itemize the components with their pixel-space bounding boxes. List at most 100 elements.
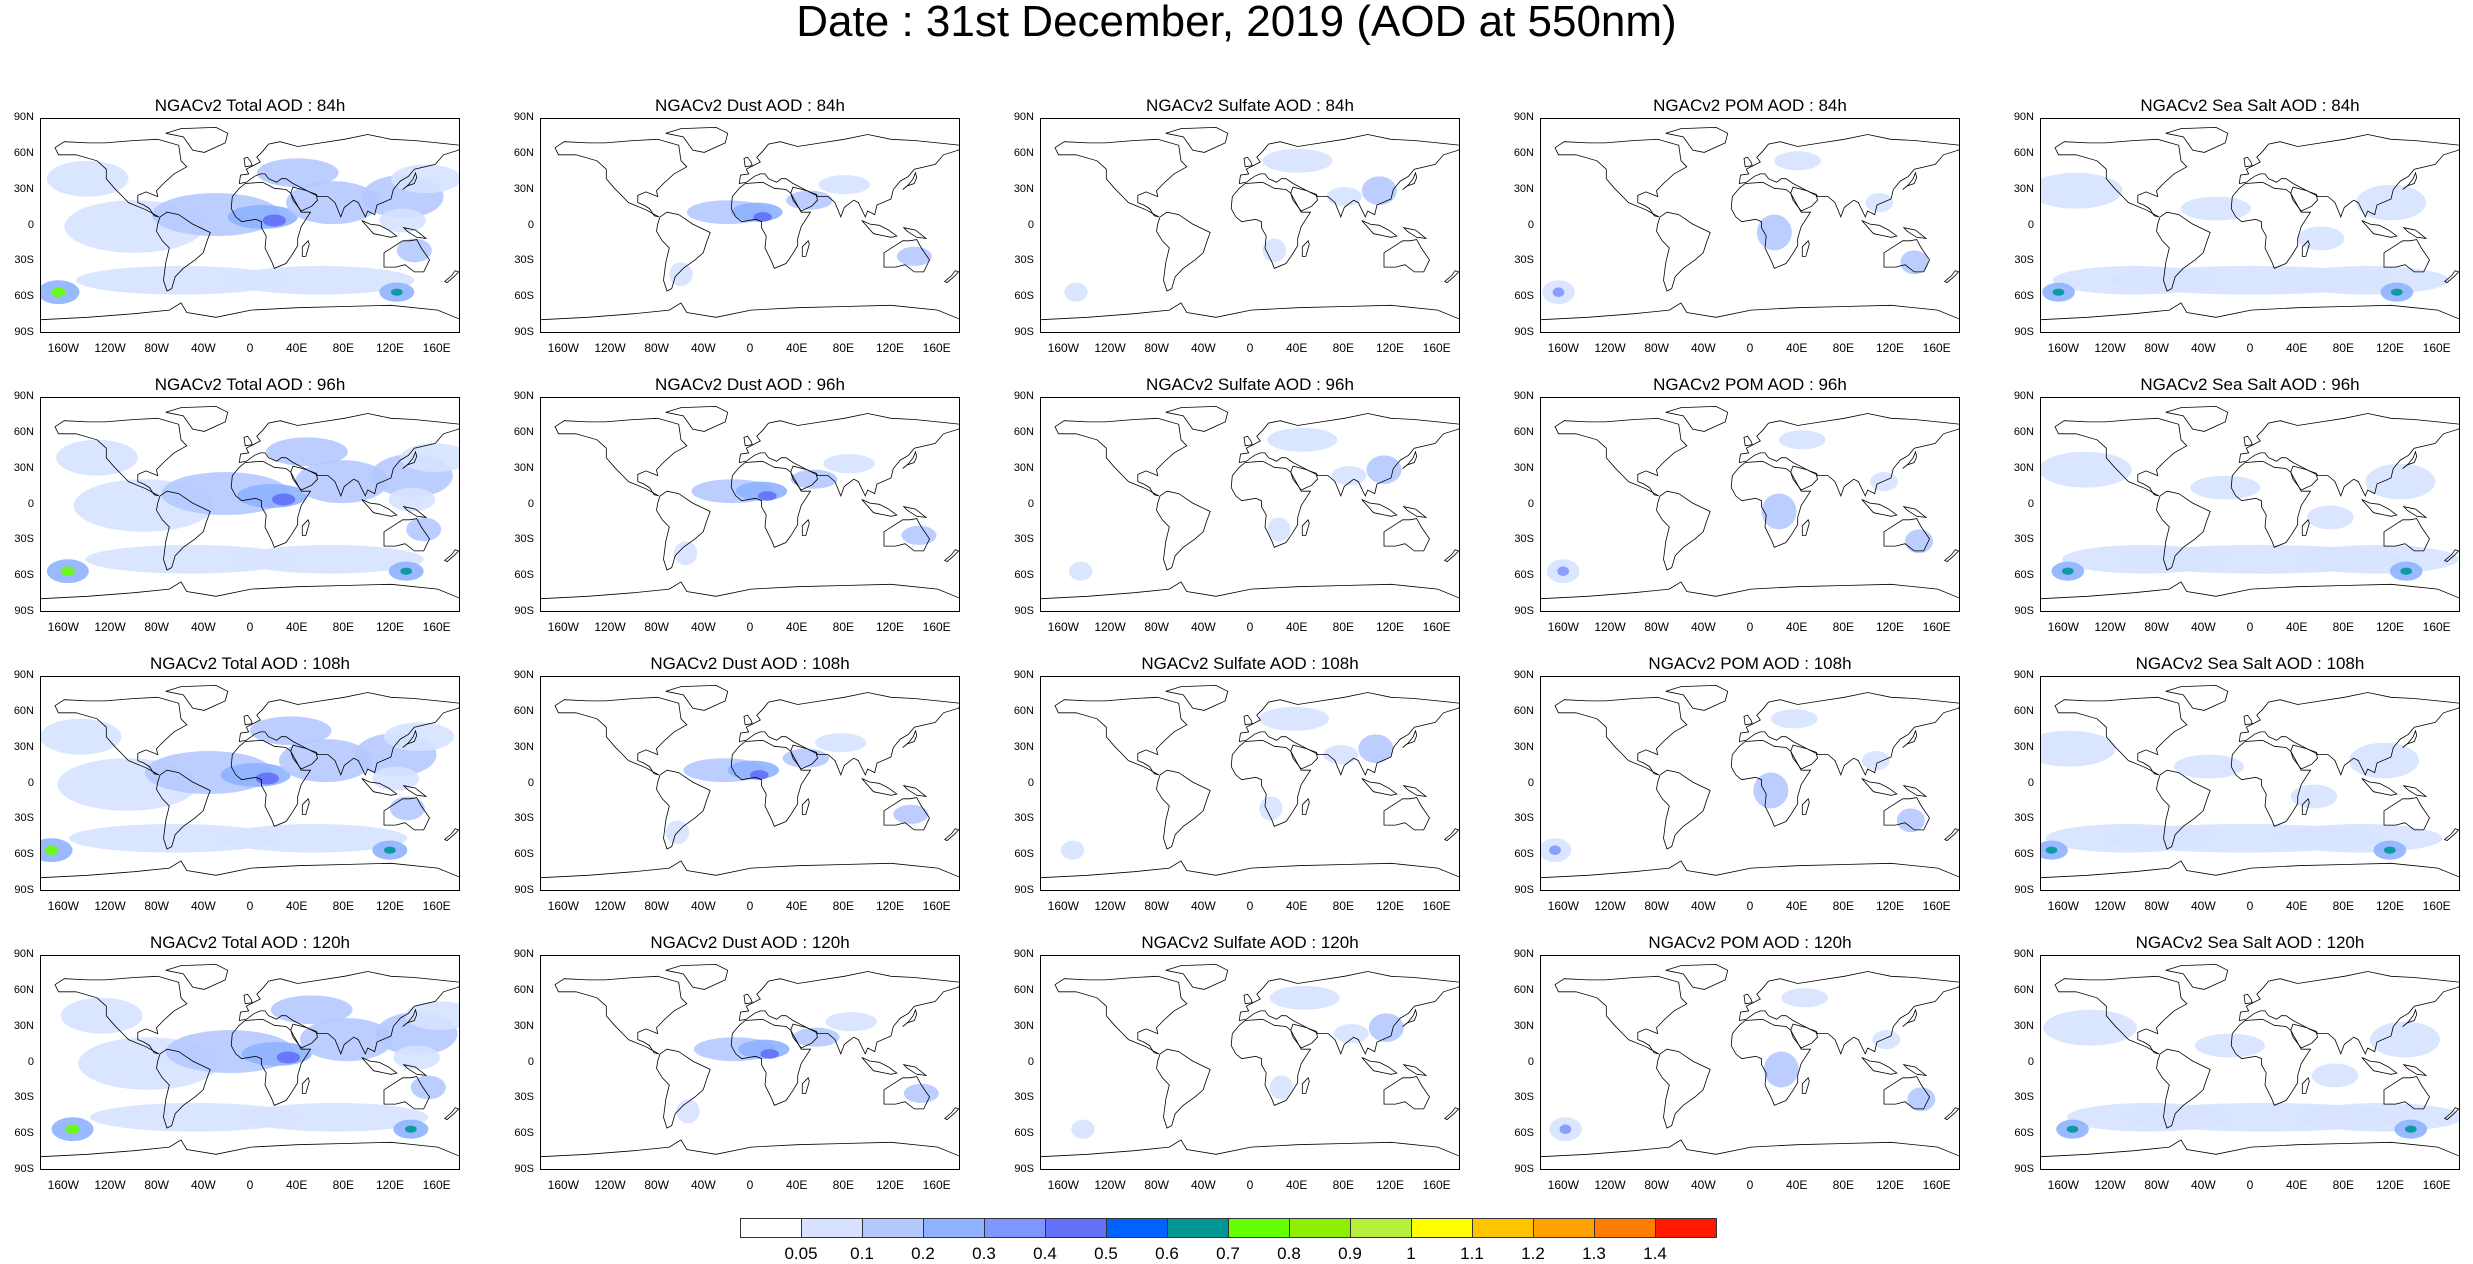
aod-contour bbox=[2062, 567, 2074, 575]
aod-contour bbox=[2279, 823, 2443, 853]
coastline-nz bbox=[2443, 270, 2459, 284]
aod-contour bbox=[749, 770, 769, 780]
aod-contour bbox=[46, 160, 129, 197]
lat-tick-label: 90N bbox=[13, 111, 34, 123]
aod-contour bbox=[241, 1102, 429, 1132]
coastline-eurasia bbox=[1238, 971, 1459, 1056]
coastline-antarctica bbox=[1541, 860, 1959, 879]
lon-tick-label: 0 bbox=[1746, 620, 1754, 634]
coastline-indonesia bbox=[1861, 778, 1898, 796]
lon-tick-label: 40W bbox=[190, 620, 216, 634]
coastline-arabia bbox=[2290, 465, 2318, 491]
lat-tick-label: 60N bbox=[513, 983, 534, 996]
aod-contour bbox=[2295, 544, 2459, 574]
coastline-japan bbox=[1402, 729, 1418, 748]
aod-contour bbox=[676, 1099, 700, 1124]
aod-contour bbox=[2356, 184, 2426, 221]
lat-tick-label: 90S bbox=[2014, 326, 2034, 338]
lat-tick-label: 60S bbox=[2014, 569, 2034, 582]
coastline-samerica bbox=[656, 211, 711, 292]
aod-contour bbox=[1865, 193, 1894, 213]
coastline-uk bbox=[2243, 156, 2253, 168]
aod-contour bbox=[1907, 1087, 1936, 1112]
lon-tick-label: 0 bbox=[1246, 899, 1254, 913]
map-panel-total-row3: NGACv2 Total AOD : 108h 90N 60N 30N 0 30S 60S 9… bbox=[14, 654, 460, 913]
panel-title: NGACv2 Sulfate AOD : 84h bbox=[1146, 96, 1354, 115]
coastline-namerica bbox=[1054, 975, 1188, 1055]
panel-title: NGACv2 Dust AOD : 108h bbox=[650, 654, 850, 673]
aod-contour bbox=[2041, 172, 2123, 209]
coastline-greenland bbox=[2165, 963, 2229, 990]
lon-tick-label: 120W bbox=[594, 1178, 626, 1192]
lon-tick-label: 160E bbox=[922, 620, 951, 634]
lat-tick-label: 60N bbox=[1513, 704, 1534, 717]
coastline-greenland bbox=[1165, 684, 1229, 711]
panel-title: NGACv2 POM AOD : 120h bbox=[1648, 933, 1852, 952]
aod-map bbox=[1040, 118, 1460, 333]
lon-tick-label: 160W bbox=[1547, 341, 1579, 355]
lat-tick-label: 0 bbox=[27, 218, 34, 231]
lat-tick-label: 30N bbox=[1013, 461, 1034, 474]
aod-map bbox=[40, 397, 460, 612]
lon-tick-label: 40W bbox=[2190, 620, 2216, 634]
lat-tick-label: 30N bbox=[13, 461, 34, 474]
aod-contour bbox=[1366, 455, 1402, 484]
coastline-australia bbox=[1883, 797, 1930, 831]
map-panel-total-row4: NGACv2 Total AOD : 120h 90N 60N 30N 0 30S 60S 9… bbox=[14, 933, 460, 1192]
coastline-australia bbox=[2383, 518, 2430, 552]
lat-tick-label: 30N bbox=[1513, 182, 1534, 195]
coastline-madagascar bbox=[1301, 798, 1310, 815]
lon-tick-label: 160E bbox=[2422, 899, 2451, 913]
colorbar-swatch bbox=[984, 1218, 1046, 1238]
aod-contour bbox=[256, 158, 339, 188]
lon-tick-label: 80W bbox=[2144, 1178, 2169, 1192]
lat-tick-label: 90S bbox=[1514, 1163, 1534, 1175]
lon-tick-label: 0 bbox=[2246, 1178, 2254, 1192]
lon-tick-label: 80W bbox=[1644, 899, 1669, 913]
lon-tick-label: 80W bbox=[1644, 620, 1669, 634]
lat-tick-label: 90N bbox=[13, 669, 34, 681]
aod-map bbox=[1540, 676, 1960, 891]
aod-contour bbox=[2384, 846, 2396, 854]
coastline-japan bbox=[902, 450, 918, 469]
coastline-indonesia bbox=[1861, 1057, 1898, 1075]
aod-shading bbox=[2041, 172, 2450, 302]
lat-tick-label: 30N bbox=[1513, 461, 1534, 474]
panel-title: NGACv2 Total AOD : 84h bbox=[154, 96, 346, 115]
coastline-nz bbox=[943, 270, 959, 284]
lon-tick-label: 40W bbox=[690, 1178, 716, 1192]
coastline-nz bbox=[1443, 270, 1459, 284]
lon-tick-label: 120W bbox=[94, 341, 126, 355]
aod-contour bbox=[262, 214, 286, 227]
aod-shading bbox=[41, 158, 459, 305]
lon-tick-label: 120E bbox=[375, 899, 405, 913]
coastline-eurasia bbox=[2238, 413, 2459, 498]
colorbar-swatch bbox=[1472, 1218, 1534, 1238]
lat-tick-label: 0 bbox=[2027, 776, 2034, 789]
map-panel-pom-row3: NGACv2 POM AOD : 108h 90N 60N 30N 0 30S 60S 90S… bbox=[1514, 654, 1960, 913]
coastline-australia bbox=[1883, 239, 1930, 273]
lat-tick-label: 0 bbox=[1027, 776, 1034, 789]
lat-tick-label: 60N bbox=[1513, 425, 1534, 438]
coastline-eurasia bbox=[238, 971, 459, 1056]
aod-map bbox=[1040, 676, 1460, 891]
coastline-africa bbox=[1730, 739, 1812, 827]
coastlines bbox=[2041, 126, 2459, 321]
coastline-australia bbox=[1883, 1076, 1930, 1110]
aod-contour bbox=[60, 566, 75, 576]
coastline-antarctica bbox=[41, 860, 459, 879]
colorbar-swatch bbox=[1228, 1218, 1290, 1238]
coastlines bbox=[541, 126, 959, 321]
aod-contour bbox=[2400, 567, 2412, 575]
lat-tick-label: 30N bbox=[513, 1019, 534, 1032]
coastline-madagascar bbox=[2301, 1077, 2310, 1094]
lon-tick-label: 160E bbox=[422, 899, 451, 913]
lat-tick-label: 30S bbox=[14, 254, 34, 267]
lat-tick-label: 30N bbox=[513, 740, 534, 753]
map-panel-pom-row1: NGACv2 POM AOD : 84h 90N 60N 30N 0 30S 60S 90S 1… bbox=[1514, 96, 1960, 355]
coastline-nz bbox=[1943, 270, 1959, 284]
coastline-eurasia bbox=[738, 692, 959, 777]
lat-tick-label: 30S bbox=[2014, 812, 2034, 825]
coastline-samerica bbox=[1656, 211, 1711, 292]
colorbar-tick-label: 0.6 bbox=[1155, 1244, 1179, 1263]
